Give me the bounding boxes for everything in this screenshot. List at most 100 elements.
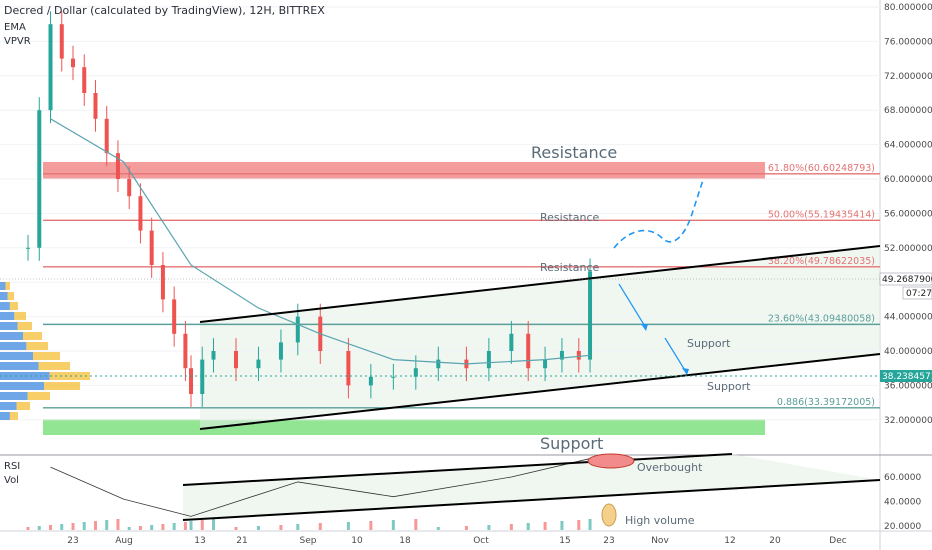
volume-bar <box>183 522 187 530</box>
candle-body <box>486 351 491 369</box>
price-axis-label: 60.00000000 <box>884 175 932 185</box>
fib-level-label: 38.20%(49.78622035) <box>768 256 875 267</box>
vpvr-bar-down <box>14 312 26 320</box>
price-axis[interactable]: 80.00000000 76.00000000 72.00000000 68.0000… <box>884 3 932 426</box>
candles <box>26 11 593 407</box>
high-volume-label: High volume <box>625 514 695 527</box>
price-axis-label: 36.00000000 <box>884 381 932 391</box>
time-axis-label: 21 <box>236 536 247 546</box>
volume-bar <box>543 522 547 530</box>
vol-indicator-label[interactable]: Vol <box>4 475 19 486</box>
projection-arrowhead-2 <box>682 368 689 375</box>
resistance-big-label: Resistance <box>531 143 617 162</box>
candle-body <box>104 118 109 154</box>
price-tag-box <box>879 272 932 286</box>
vpvr-indicator-label[interactable]: VPVR <box>4 36 31 47</box>
time-axis-label: Sep <box>300 536 317 546</box>
volume-bar <box>391 520 395 530</box>
vpvr-bar-up <box>0 382 44 390</box>
time-axis-label: 20 <box>769 536 781 546</box>
vpvr-bar-down <box>44 382 80 390</box>
vpvr-bar-down <box>33 352 60 360</box>
volume-bar <box>49 525 53 530</box>
time-axis[interactable]: 23 Aug 13 21 Sep 10 18 Oct 15 23 Nov 12 20 Dec <box>67 536 846 546</box>
candle-body <box>391 376 396 378</box>
candle-body <box>59 24 64 59</box>
vpvr-bar-down <box>38 362 70 370</box>
candle-body <box>256 359 261 369</box>
vpvr-bar-up <box>0 282 6 290</box>
vpvr-bar-up <box>0 372 50 380</box>
price-axis-label: 68.00000000 <box>884 106 932 116</box>
time-axis-label: 10 <box>351 536 363 546</box>
volume-bar <box>116 519 120 530</box>
rsi-line <box>50 458 591 517</box>
fib-level-label: 0.886(33.39172005) <box>777 397 875 408</box>
candle-body <box>183 333 188 369</box>
vpvr-bar-down <box>27 392 50 400</box>
volume-bar <box>487 525 491 530</box>
volume-bar <box>296 524 300 530</box>
vpvr-bar-down <box>9 302 18 310</box>
candle-body <box>346 351 351 386</box>
volume-bar <box>200 520 204 530</box>
candle-body <box>368 376 373 386</box>
rsi-axis: 60.0000 40.0000 20.0000 <box>884 473 921 532</box>
candle-body <box>295 316 300 343</box>
ema-indicator-label[interactable]: EMA <box>4 22 26 33</box>
price-axis-label: 40.00000000 <box>884 347 932 357</box>
ema-line <box>50 118 591 365</box>
candle-body <box>576 351 581 360</box>
candle-body <box>172 299 177 334</box>
price-axis-label: 76.00000000 <box>884 37 932 47</box>
rsi-indicator-label[interactable]: RSI <box>4 461 21 472</box>
price-axis-label: 44.00000000 <box>884 313 932 323</box>
candle-body <box>149 230 154 265</box>
volume-bar <box>436 527 440 530</box>
vpvr-bar-up <box>0 402 17 410</box>
volume-bar <box>234 527 238 530</box>
candle-body <box>115 153 120 179</box>
channel-upper-line <box>199 245 881 323</box>
vpvr-bar-down <box>5 282 10 290</box>
volume-bar <box>172 523 176 530</box>
volume-bar <box>212 519 215 530</box>
fibonacci-levels: 61.80%(60.60248793) 50.00%(55.19435414) 38… <box>43 163 880 409</box>
vpvr-bar-down <box>7 292 14 300</box>
volume-bar <box>71 523 75 530</box>
candle-body <box>200 359 205 394</box>
candle-body <box>160 265 165 300</box>
projection-dashed-path <box>613 179 704 249</box>
resistance-mid-label: Resistance <box>540 211 600 224</box>
support-2-label: Support <box>707 380 751 393</box>
time-axis-label: Aug <box>115 536 133 546</box>
volume-bar <box>26 527 30 530</box>
overbought-label: Overbought <box>637 461 703 474</box>
candle-body <box>138 196 143 231</box>
volume-bar <box>526 523 530 530</box>
vpvr-bar-down <box>49 372 90 380</box>
last-price-tag-value: 38.23845715 <box>882 372 932 382</box>
candle-body <box>509 333 514 351</box>
volume-bar <box>127 527 131 530</box>
time-axis-label: Dec <box>829 536 846 546</box>
time-axis-label: 15 <box>559 536 570 546</box>
projection-arrowhead-1 <box>641 324 648 331</box>
time-axis-label: Oct <box>473 536 489 546</box>
price-tag-timer: 07:27 <box>906 289 932 299</box>
projection-arrow-2 <box>664 337 687 373</box>
vpvr-bar-up <box>0 392 28 400</box>
price-axis-label: 72.00000000 <box>884 72 932 82</box>
price-axis-label: 56.00000000 <box>884 209 932 219</box>
fib-level-label: 61.80%(60.60248793) <box>768 163 875 174</box>
fib-level-label: 50.00%(55.19435414) <box>768 209 875 220</box>
vpvr-bar-up <box>0 412 10 420</box>
vpvr-bar-up <box>0 322 18 330</box>
channel-lower-line <box>199 353 881 430</box>
volume-bar <box>256 526 260 530</box>
volume-bar <box>318 523 322 530</box>
candle-body <box>71 58 75 68</box>
candle-body <box>48 24 53 111</box>
volume-bar <box>93 521 97 530</box>
